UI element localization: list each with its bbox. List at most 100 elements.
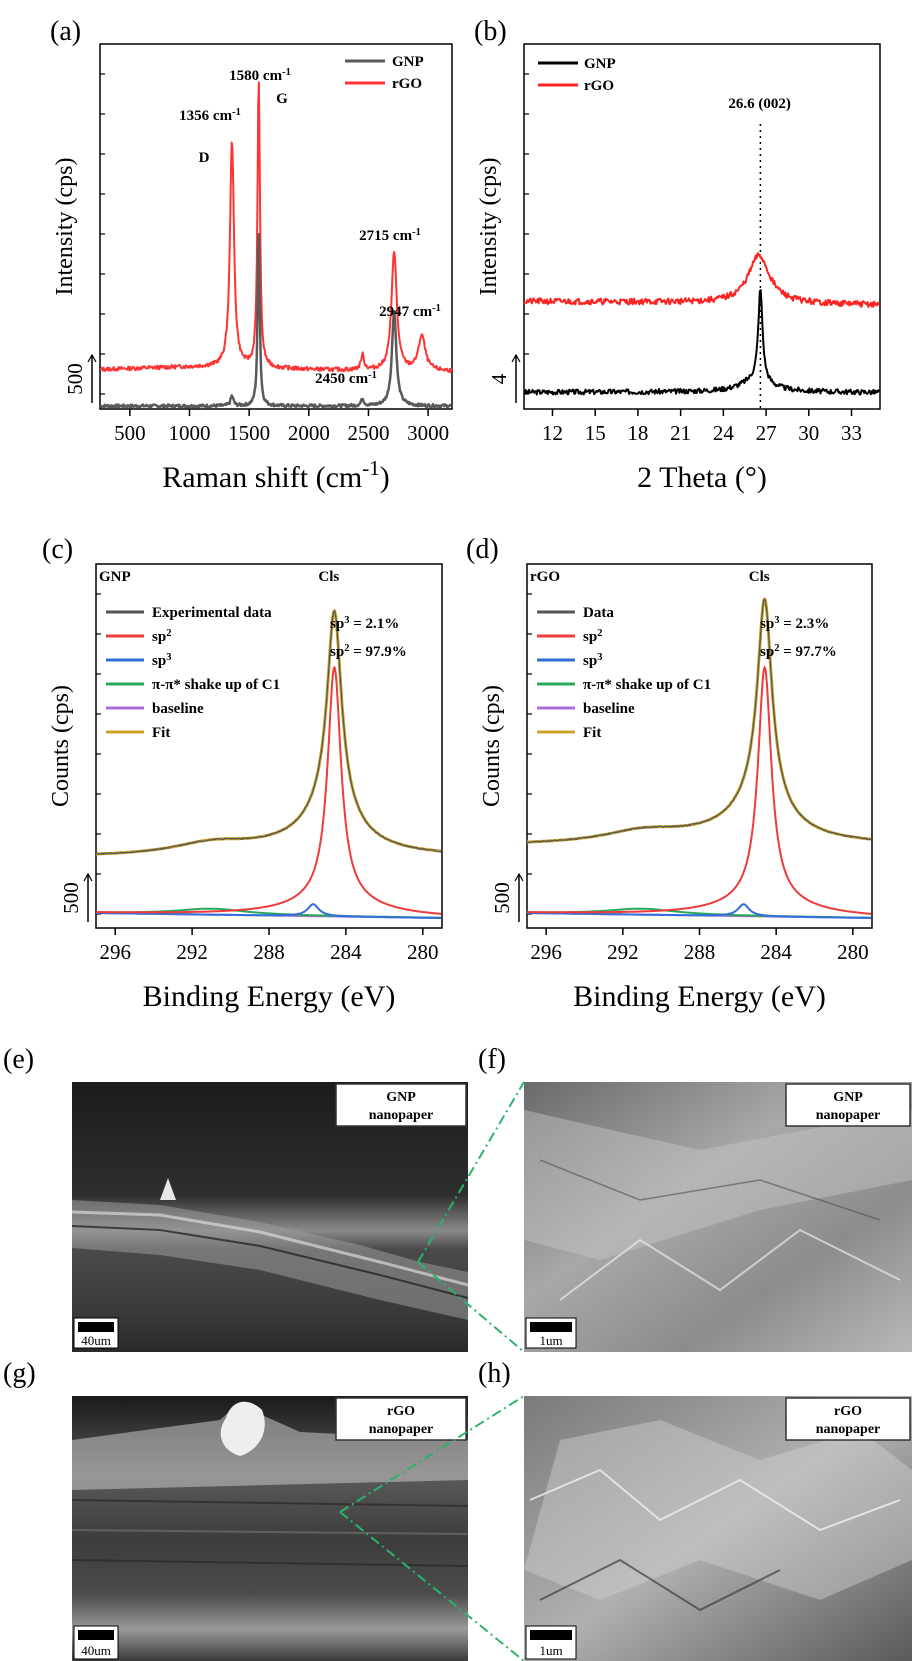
- xrd-xtick-label: 30: [798, 421, 819, 445]
- svg-text:40um: 40um: [81, 1333, 111, 1348]
- xps-rgo-legend-label: π-π* shake up of C1: [583, 677, 711, 693]
- xps-rgo-line-fit: [526, 597, 872, 844]
- svg-text:GNP: GNP: [386, 1090, 416, 1105]
- xps-gnp-peak-label: Cls: [318, 569, 339, 585]
- raman-xtick-label: 2000: [288, 421, 330, 445]
- panel-label-e: (e): [3, 1044, 34, 1075]
- panel-label-c: (c): [42, 534, 73, 565]
- xrd-xtick-label: 12: [542, 421, 563, 445]
- svg-text:rGO: rGO: [834, 1404, 862, 1419]
- xps-rgo-xtick-label: 284: [760, 940, 792, 964]
- xps-gnp-line-sp2: [95, 666, 442, 915]
- raman-xtick-label: 500: [114, 421, 146, 445]
- xps-rgo-legend-label: sp3: [583, 652, 602, 670]
- panel-label-a: (a): [50, 16, 81, 47]
- raman-annotation: D: [199, 150, 210, 166]
- xrd-chart: 12 15 18 21 24 27 30 33 2 Theta (°) Intensity (cp…: [476, 43, 881, 494]
- xrd-xtick-label: 27: [756, 421, 777, 445]
- raman-xtick-label: 3000: [407, 421, 449, 445]
- svg-text:rGO: rGO: [387, 1404, 415, 1419]
- xps-gnp-legend-label: Fit: [152, 725, 170, 741]
- xps-rgo-scale-label: 500: [490, 882, 514, 914]
- panel-label-f: (f): [478, 1044, 506, 1075]
- raman-annotation: 1356 cm-1: [179, 107, 241, 125]
- xps-rgo-legend-label: Fit: [583, 725, 601, 741]
- raman-annotation: 1580 cm-1: [229, 67, 291, 85]
- xrd-legend-label: rGO: [584, 78, 614, 94]
- xps-gnp-legend-label: π-π* shake up of C1: [152, 677, 280, 693]
- raman-annotation: 2715 cm-1: [359, 227, 421, 245]
- xps-rgo-sp3-percent: sp3 = 2.3%: [760, 615, 829, 633]
- xps-rgo-xtick-label: 288: [684, 940, 716, 964]
- xps-gnp-legend-label: sp2: [152, 628, 171, 646]
- xrd-frame: [523, 43, 881, 410]
- xrd-ylabel: Intensity (cps): [476, 158, 502, 296]
- sem-label-g: rGO nanopaper: [335, 1397, 467, 1441]
- xps-gnp-sample-label: GNP: [99, 569, 131, 585]
- xps-gnp-line-data: [95, 609, 442, 855]
- xps-rgo-xlabel: Binding Energy (eV): [573, 980, 826, 1013]
- raman-xtick-label: 1000: [168, 421, 210, 445]
- xps-rgo-sample-label: rGO: [530, 569, 560, 585]
- sem-label-e: GNP nanopaper: [335, 1083, 467, 1127]
- panel-label-h: (h): [478, 1358, 511, 1389]
- svg-text:nanopaper: nanopaper: [816, 1422, 881, 1437]
- xps-gnp-chart: 296 292 288 284 280 Binding Energy (eV) Counts…: [48, 563, 443, 1013]
- raman-scale-label: 500: [63, 363, 87, 395]
- xps-rgo-line-data: [526, 598, 872, 844]
- raman-frame: [99, 43, 453, 410]
- sem-image-g: [71, 1396, 469, 1661]
- xps-gnp-sp2-percent: sp2 = 97.9%: [330, 643, 407, 661]
- raman-line-rgo: [99, 81, 453, 374]
- xps-gnp-legend-label: Experimental data: [152, 605, 272, 621]
- raman-annotation: 2947 cm-1: [379, 303, 441, 321]
- xrd-line-gnp: [523, 289, 880, 396]
- xrd-peak-label: 26.6 (002): [728, 96, 791, 112]
- xps-rgo-line-sp3: [526, 903, 872, 919]
- raman-xtick-label: 2500: [347, 421, 389, 445]
- xps-gnp-legend-label: baseline: [152, 701, 204, 717]
- svg-text:nanopaper: nanopaper: [369, 1422, 434, 1437]
- raman-annotation: 2450 cm-1: [315, 370, 377, 388]
- svg-text:nanopaper: nanopaper: [369, 1108, 434, 1123]
- xps-gnp-sp3-percent: sp3 = 2.1%: [330, 615, 399, 633]
- xps-gnp-legend-label: sp3: [152, 652, 171, 670]
- xps-rgo-xtick-label: 296: [530, 940, 562, 964]
- panel-label-d: (d): [466, 534, 499, 565]
- xrd-xtick-label: 21: [670, 421, 691, 445]
- sem-label-h: rGO nanopaper: [785, 1397, 911, 1441]
- svg-text:1um: 1um: [539, 1643, 562, 1658]
- xrd-xtick-label: 18: [627, 421, 648, 445]
- xrd-xtick-label: 24: [713, 421, 735, 445]
- xps-gnp-xtick-label: 288: [253, 940, 285, 964]
- raman-xtick-label: 1500: [228, 421, 270, 445]
- xps-rgo-xtick-label: 280: [837, 940, 869, 964]
- xps-rgo-legend-label: sp2: [583, 628, 602, 646]
- xps-gnp-xtick-label: 296: [99, 940, 131, 964]
- raman-annotation: G: [276, 91, 288, 107]
- scale-bar-h: 1um: [525, 1625, 577, 1660]
- xps-gnp-xtick-label: 292: [176, 940, 208, 964]
- xps-rgo-chart: 296 292 288 284 280 Binding Energy (eV) Counts…: [479, 563, 873, 1013]
- raman-ylabel: Intensity (cps): [52, 158, 78, 296]
- raman-xlabel: Raman shift (cm-1): [162, 456, 389, 494]
- raman-chart: 500 1000 1500 2000 2500 3000 Raman shift (cm-1…: [52, 43, 453, 494]
- xps-rgo-ylabel: Counts (cps): [479, 685, 505, 807]
- xrd-xtick-label: 15: [585, 421, 606, 445]
- svg-text:GNP: GNP: [833, 1090, 863, 1105]
- xrd-xlabel: 2 Theta (°): [637, 461, 767, 494]
- xps-rgo-sp2-percent: sp2 = 97.7%: [760, 643, 837, 661]
- xps-rgo-line-sp2: [526, 666, 872, 915]
- panel-label-b: (b): [474, 16, 507, 47]
- panel-label-g: (g): [3, 1358, 36, 1389]
- svg-text:nanopaper: nanopaper: [816, 1108, 881, 1123]
- xrd-line-rgo: [523, 252, 881, 308]
- xps-gnp-xlabel: Binding Energy (eV): [143, 980, 396, 1013]
- xrd-scale-label: 4: [487, 373, 511, 384]
- svg-text:1um: 1um: [539, 1333, 562, 1348]
- raman-legend-label: rGO: [392, 76, 422, 92]
- xps-rgo-xtick-label: 292: [607, 940, 639, 964]
- xps-rgo-legend-label: baseline: [583, 701, 635, 717]
- xps-gnp-xtick-label: 280: [407, 940, 439, 964]
